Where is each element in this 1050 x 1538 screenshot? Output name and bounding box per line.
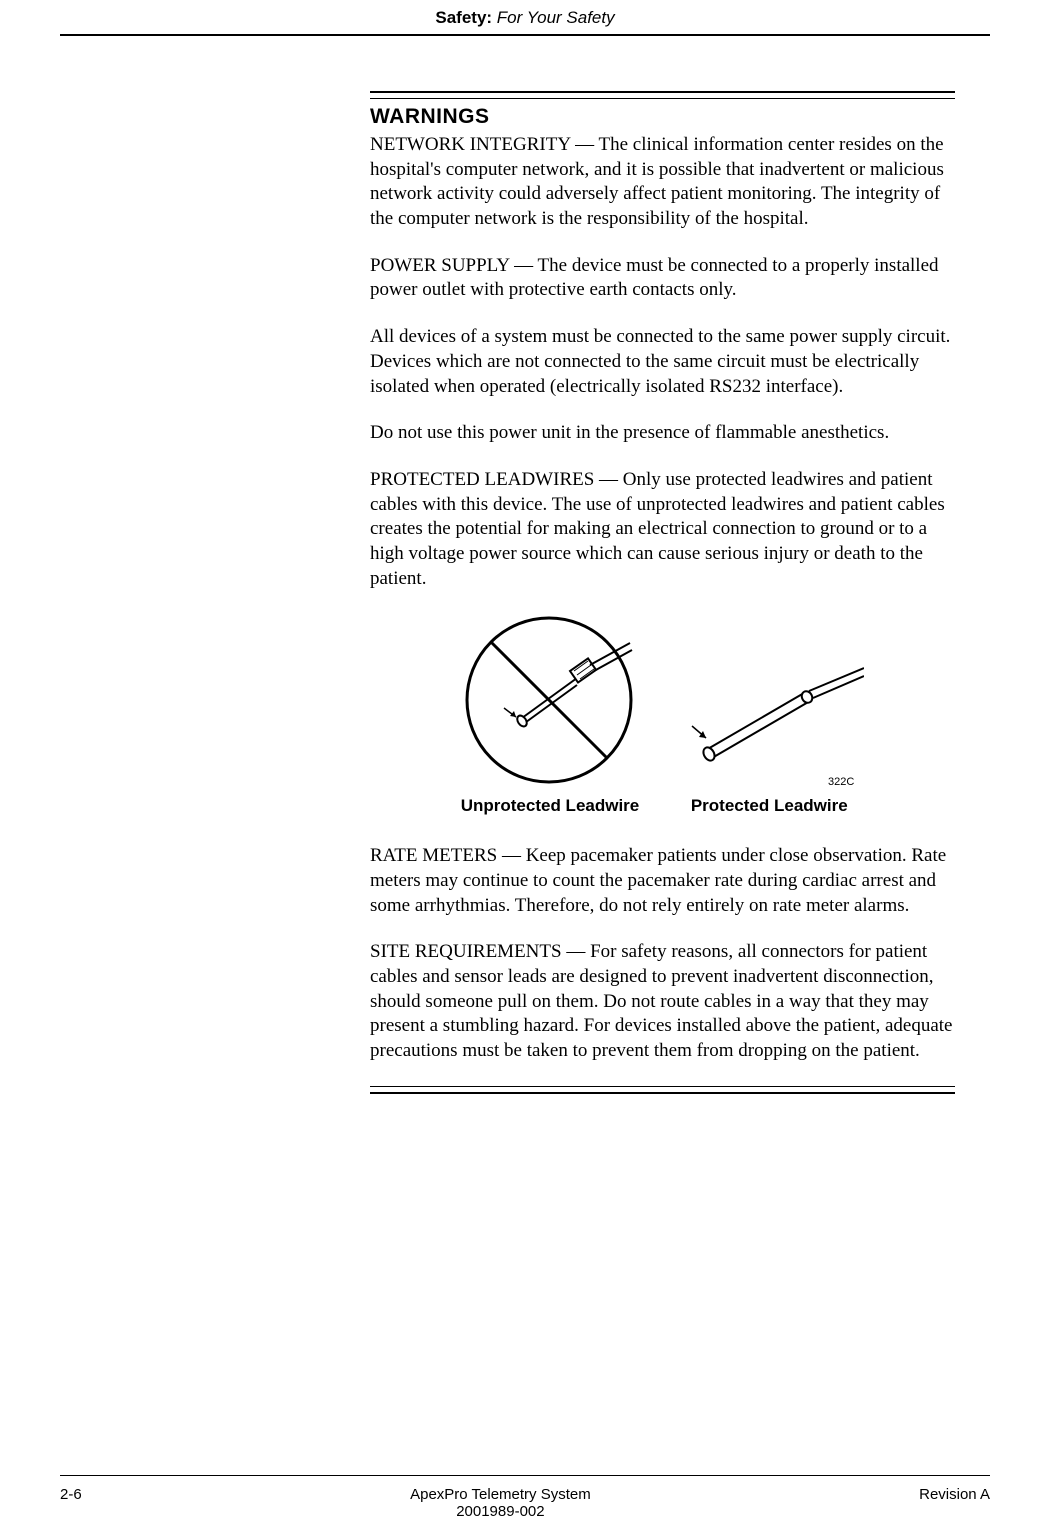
para-rate-meters: RATE METERS — Keep pacemaker patients un… — [370, 844, 955, 918]
page-header: Safety: For Your Safety — [60, 0, 990, 36]
para-same-circuit: All devices of a system must be connecte… — [370, 325, 955, 399]
bottom-rule — [370, 1086, 955, 1094]
footer-page-number: 2-6 — [60, 1486, 82, 1520]
protected-leadwire-icon — [674, 658, 864, 773]
para-power-supply: POWER SUPPLY — The device must be connec… — [370, 254, 955, 303]
para-flammable: Do not use this power unit in the presen… — [370, 421, 955, 446]
footer-center: ApexPro Telemetry System 2001989-002 — [410, 1486, 591, 1520]
para-network-integrity: NETWORK INTEGRITY — The clinical informa… — [370, 133, 955, 232]
warnings-heading: WARNINGS — [370, 105, 955, 129]
protected-leadwire-item: 322C Protected Leadwire — [674, 658, 864, 816]
para-site-requirements: SITE REQUIREMENTS — For safety reasons, … — [370, 940, 955, 1063]
page-footer: 2-6 ApexPro Telemetry System 2001989-002… — [60, 1475, 990, 1520]
top-rule — [370, 91, 955, 99]
unprotected-leadwire-icon — [462, 613, 637, 788]
content-area: WARNINGS NETWORK INTEGRITY — The clinica… — [370, 91, 955, 1094]
protected-label: Protected Leadwire — [691, 796, 848, 816]
footer-docnum: 2001989-002 — [410, 1503, 591, 1520]
diagram-code: 322C — [828, 776, 854, 788]
unprotected-label: Unprotected Leadwire — [461, 796, 640, 816]
footer-product: ApexPro Telemetry System — [410, 1486, 591, 1503]
para-protected-leadwires: PROTECTED LEADWIRES — Only use protected… — [370, 468, 955, 591]
footer-revision: Revision A — [919, 1486, 990, 1520]
header-subtitle: For Your Safety — [497, 8, 615, 27]
leadwire-diagram: Unprotected Leadwire 322C Protected Lead… — [370, 613, 955, 816]
unprotected-leadwire-item: Unprotected Leadwire — [461, 613, 640, 816]
header-section: Safety: — [435, 8, 492, 27]
